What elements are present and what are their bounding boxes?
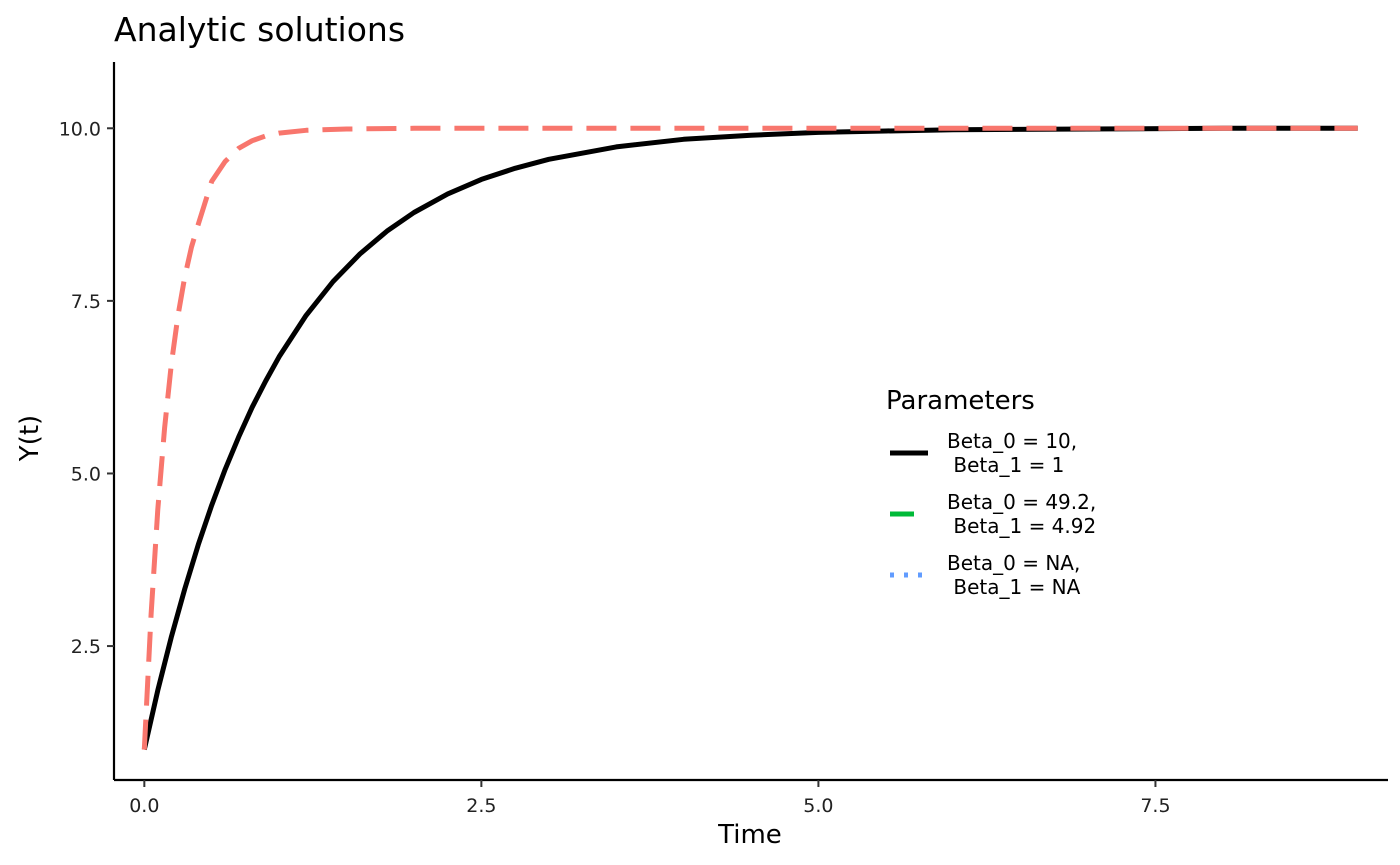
y-tick-label: 10.0	[59, 118, 101, 140]
plot-area	[141, 125, 1358, 751]
legend: Parameters Beta_0 = 10, Beta_1 = 1Beta_0…	[886, 386, 1096, 599]
series-line-2	[141, 125, 1358, 750]
x-tick-label: 5.0	[803, 795, 833, 817]
legend-label-line2: Beta_1 = 4.92	[947, 514, 1096, 538]
y-tick-label: 7.5	[71, 291, 101, 313]
legend-entry: Beta_0 = 10, Beta_1 = 1	[890, 429, 1077, 477]
legend-label-line2: Beta_1 = NA	[947, 575, 1081, 599]
legend-label-line1: Beta_0 = NA,	[947, 551, 1080, 575]
legend-entries: Beta_0 = 10, Beta_1 = 1 Beta_0 = 49.2, Be…	[890, 429, 1096, 599]
legend-label-line1: Beta_0 = 10,	[947, 429, 1077, 453]
series-line-1	[141, 125, 1358, 751]
legend-label-line1: Beta_0 = 49.2,	[947, 490, 1096, 514]
y-axis-label: Y(t)	[15, 415, 45, 462]
legend-entry: Beta_0 = NA, Beta_1 = NA	[890, 551, 1081, 599]
x-axis-ticks: 0.0 2.5 5.0 7.5	[129, 780, 1171, 817]
x-tick-label: 0.0	[129, 795, 159, 817]
chart-title: Analytic solutions	[114, 10, 405, 49]
x-tick-label: 2.5	[466, 795, 496, 817]
legend-label-line2: Beta_1 = 1	[947, 453, 1064, 477]
x-tick-label: 7.5	[1140, 795, 1170, 817]
y-tick-label: 2.5	[71, 636, 101, 658]
legend-title: Parameters	[886, 386, 1035, 416]
legend-entry: Beta_0 = 49.2, Beta_1 = 4.92	[890, 490, 1096, 538]
x-axis-label: Time	[717, 820, 782, 850]
y-axis-ticks: 2.5 5.0 7.5 10.0	[59, 118, 114, 658]
y-tick-label: 5.0	[71, 463, 101, 485]
